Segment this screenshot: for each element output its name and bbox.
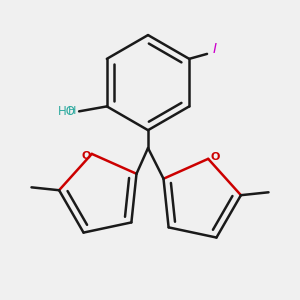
Text: O: O	[81, 151, 91, 161]
Text: O: O	[210, 152, 220, 162]
Text: HO: HO	[58, 105, 76, 118]
Text: I: I	[213, 42, 217, 56]
Text: H: H	[68, 106, 76, 116]
